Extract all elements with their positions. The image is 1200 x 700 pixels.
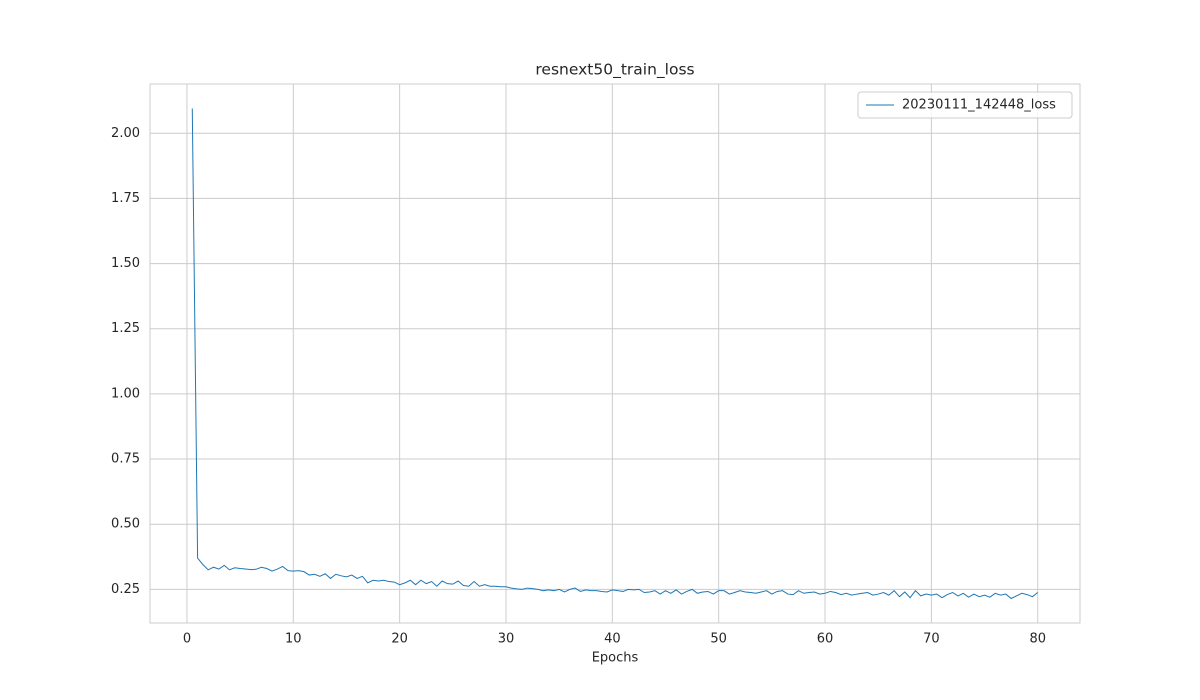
plot-frame xyxy=(149,83,1081,624)
y-tick-label: 0.75 xyxy=(111,452,140,467)
x-tick-label: 20 xyxy=(391,632,408,647)
x-tick-label: 30 xyxy=(498,632,515,647)
x-tick-label: 40 xyxy=(604,632,621,647)
y-tick-label: 1.25 xyxy=(111,321,140,336)
legend: 20230111_142448_loss xyxy=(857,91,1073,119)
x-tick-label: 70 xyxy=(923,632,940,647)
y-tick-label: 2.00 xyxy=(111,126,140,141)
x-axis-label: Epochs xyxy=(592,651,639,666)
y-tick-label: 0.25 xyxy=(111,582,140,597)
legend-label: 20230111_142448_loss xyxy=(902,98,1056,113)
y-tick-label: 1.00 xyxy=(111,386,140,401)
x-tick-label: 0 xyxy=(183,632,191,647)
y-tick-label: 1.50 xyxy=(111,256,140,271)
y-tick-label: 1.75 xyxy=(111,191,140,206)
x-tick-label: 10 xyxy=(285,632,302,647)
x-tick-label: 60 xyxy=(817,632,834,647)
x-tick-label: 80 xyxy=(1029,632,1046,647)
series-line xyxy=(191,108,1039,600)
y-tick-label: 0.50 xyxy=(111,517,140,532)
legend-box xyxy=(857,91,1073,119)
x-tick-label: 50 xyxy=(710,632,727,647)
chart-title: resnext50_train_loss xyxy=(535,61,694,80)
